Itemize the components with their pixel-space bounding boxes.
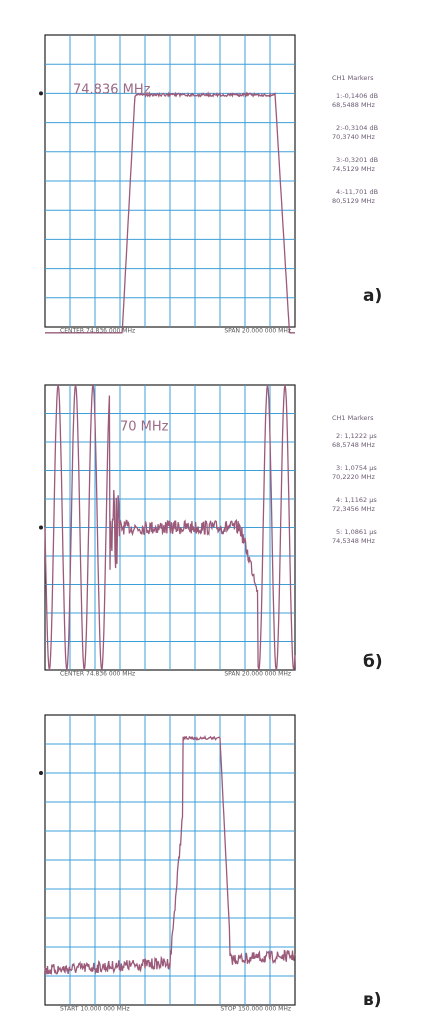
frequency-note: 70 MHz xyxy=(120,420,169,435)
marker-reading: 72,3456 MHz xyxy=(332,505,375,513)
marker-reading: 5: 1,0861 μs xyxy=(336,528,377,536)
marker-reading: 74,5129 MHz xyxy=(332,165,375,173)
panel-label: в) xyxy=(363,990,382,1010)
start-label: CENTER 74.836 000 MHz xyxy=(60,328,135,335)
marker-reading: 4:-11,701 dB xyxy=(336,188,378,196)
marker-reading: 3: 1,0754 μs xyxy=(336,464,377,472)
panel-label: б) xyxy=(363,652,383,672)
start-label: CENTER 74.836 000 MHz xyxy=(60,671,135,678)
marker-reading: 2:-0,3104 dB xyxy=(336,124,378,132)
figure-canvas: 74.836 MHz CENTER 74.836 000 MHz SPAN 20.0… xyxy=(0,0,435,1019)
marker-reading: 74,5348 MHz xyxy=(332,537,375,545)
stop-label: SPAN 20.000 000 MHz xyxy=(224,671,291,678)
markers-title: CH1 Markers xyxy=(332,414,374,422)
marker-reading: 70,2220 MHz xyxy=(332,473,375,481)
marker-reading: 2: 1,1222 μs xyxy=(336,432,377,440)
figure: 74.836 MHz CENTER 74.836 000 MHz SPAN 20.0… xyxy=(0,0,435,1019)
marker-reading: 4: 1,1162 μs xyxy=(336,496,377,504)
stop-label: STOP 150.000 000 MHz xyxy=(220,1006,291,1013)
frequency-note: 74.836 MHz xyxy=(73,83,151,98)
stop-label: SPAN 20.000 000 MHz xyxy=(224,328,291,335)
markers-title: CH1 Markers xyxy=(332,74,374,82)
reference-marker xyxy=(39,771,43,775)
marker-reading: 80,5129 MHz xyxy=(332,197,375,205)
marker-reading: 68,5488 MHz xyxy=(332,101,375,109)
reference-marker xyxy=(39,526,43,530)
reference-marker xyxy=(39,91,43,95)
marker-reading: 68,5748 MHz xyxy=(332,441,375,449)
marker-reading: 3:-0,3201 dB xyxy=(336,156,378,164)
panel-label: а) xyxy=(363,286,382,306)
marker-reading: 70,3740 MHz xyxy=(332,133,375,141)
start-label: START 10.000 000 MHz xyxy=(60,1006,130,1013)
marker-reading: 1:-0,1406 dB xyxy=(336,92,378,100)
